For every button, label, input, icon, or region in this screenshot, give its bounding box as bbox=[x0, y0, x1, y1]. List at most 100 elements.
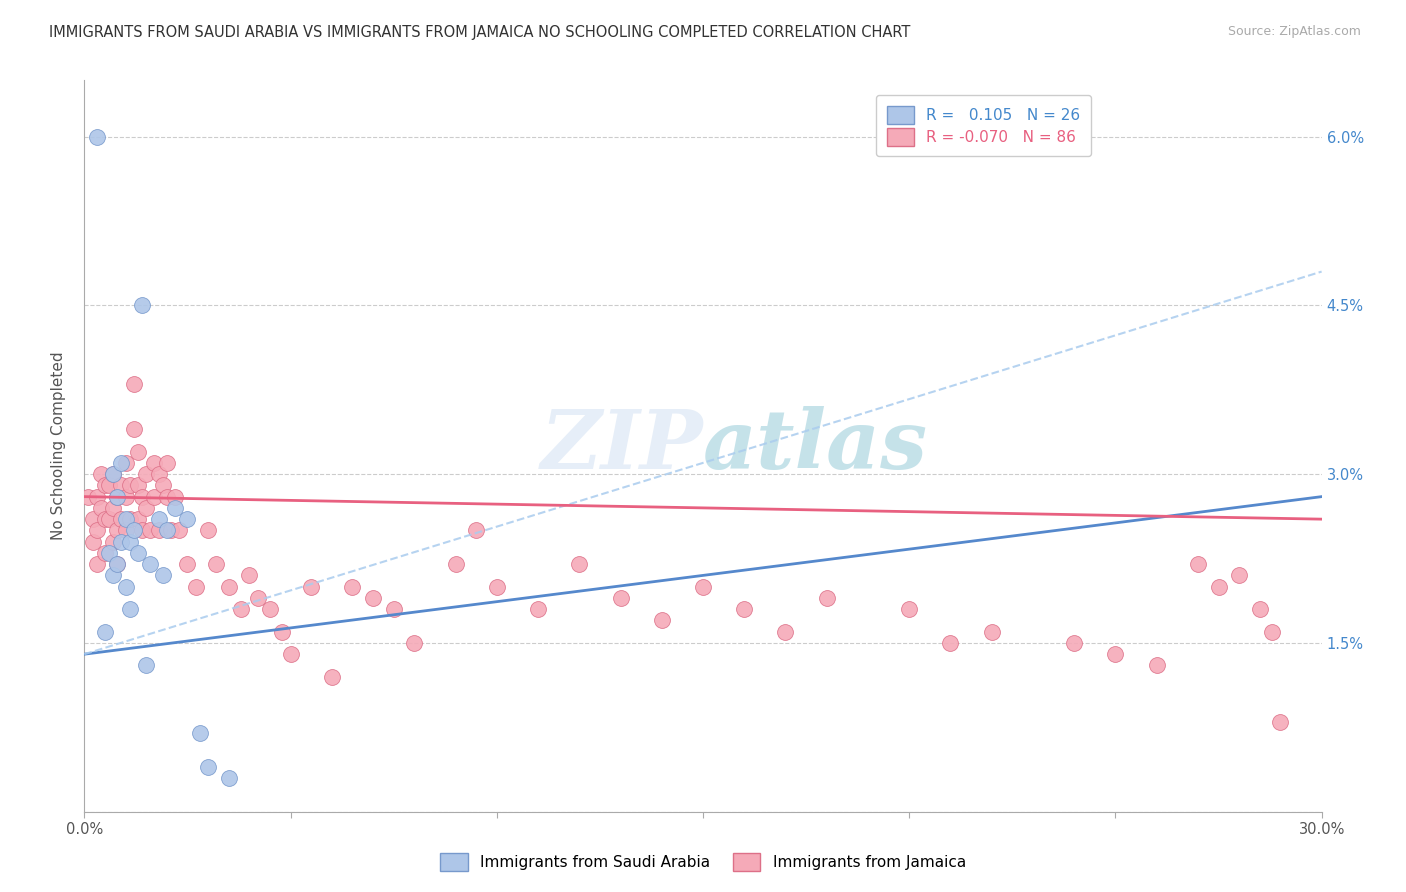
Point bbox=[165, 490, 187, 504]
Point bbox=[90, 467, 112, 482]
Point bbox=[90, 500, 112, 515]
Point bbox=[94, 512, 117, 526]
Point bbox=[197, 524, 219, 538]
Point bbox=[122, 422, 145, 436]
Text: IMMIGRANTS FROM SAUDI ARABIA VS IMMIGRANTS FROM JAMAICA NO SCHOOLING COMPLETED C: IMMIGRANTS FROM SAUDI ARABIA VS IMMIGRAN… bbox=[49, 25, 911, 40]
Point bbox=[167, 524, 190, 538]
Point bbox=[143, 456, 166, 470]
Point bbox=[156, 490, 179, 504]
Point bbox=[1270, 714, 1292, 729]
Point bbox=[1208, 580, 1230, 594]
Point bbox=[139, 524, 162, 538]
Point bbox=[105, 524, 128, 538]
Point bbox=[110, 478, 132, 492]
Point bbox=[103, 500, 125, 515]
Point bbox=[651, 614, 673, 628]
Point bbox=[118, 512, 141, 526]
Point bbox=[156, 456, 179, 470]
Point bbox=[131, 490, 153, 504]
Point bbox=[114, 512, 136, 526]
Point bbox=[103, 534, 125, 549]
Text: Source: ZipAtlas.com: Source: ZipAtlas.com bbox=[1227, 25, 1361, 38]
Point bbox=[98, 512, 121, 526]
Point bbox=[1187, 557, 1209, 571]
Point bbox=[444, 557, 467, 571]
Point bbox=[733, 602, 755, 616]
Point bbox=[465, 524, 488, 538]
Point bbox=[127, 478, 149, 492]
Point bbox=[86, 490, 108, 504]
Point bbox=[259, 602, 281, 616]
Point bbox=[568, 557, 591, 571]
Point bbox=[148, 524, 170, 538]
Point bbox=[176, 512, 198, 526]
Legend: Immigrants from Saudi Arabia, Immigrants from Jamaica: Immigrants from Saudi Arabia, Immigrants… bbox=[434, 847, 972, 877]
Point bbox=[105, 557, 128, 571]
Point bbox=[114, 524, 136, 538]
Point bbox=[184, 580, 207, 594]
Point bbox=[98, 546, 121, 560]
Point bbox=[135, 658, 157, 673]
Point bbox=[122, 377, 145, 392]
Point bbox=[188, 726, 211, 740]
Point bbox=[342, 580, 364, 594]
Point bbox=[1146, 658, 1168, 673]
Point bbox=[82, 534, 104, 549]
Point bbox=[82, 512, 104, 526]
Point bbox=[939, 636, 962, 650]
Point bbox=[94, 478, 117, 492]
Point bbox=[114, 580, 136, 594]
Point bbox=[271, 624, 294, 639]
Text: ZIP: ZIP bbox=[540, 406, 703, 486]
Point bbox=[110, 534, 132, 549]
Point bbox=[1261, 624, 1284, 639]
Point bbox=[148, 512, 170, 526]
Point bbox=[131, 524, 153, 538]
Point bbox=[775, 624, 797, 639]
Point bbox=[692, 580, 714, 594]
Point bbox=[160, 524, 183, 538]
Point bbox=[135, 500, 157, 515]
Point bbox=[1249, 602, 1271, 616]
Point bbox=[898, 602, 921, 616]
Point bbox=[218, 771, 240, 785]
Point bbox=[815, 591, 838, 605]
Point bbox=[1063, 636, 1085, 650]
Point bbox=[152, 568, 174, 582]
Point bbox=[156, 524, 179, 538]
Point bbox=[143, 490, 166, 504]
Point bbox=[229, 602, 252, 616]
Point bbox=[77, 490, 100, 504]
Point bbox=[114, 490, 136, 504]
Point bbox=[1104, 647, 1126, 661]
Point bbox=[118, 478, 141, 492]
Point bbox=[114, 456, 136, 470]
Point bbox=[197, 760, 219, 774]
Point bbox=[127, 444, 149, 458]
Point bbox=[321, 670, 343, 684]
Point bbox=[980, 624, 1002, 639]
Point bbox=[86, 557, 108, 571]
Point bbox=[86, 129, 108, 144]
Point bbox=[105, 490, 128, 504]
Point bbox=[527, 602, 550, 616]
Point bbox=[131, 298, 153, 312]
Point bbox=[218, 580, 240, 594]
Point bbox=[404, 636, 426, 650]
Point bbox=[127, 546, 149, 560]
Point bbox=[98, 478, 121, 492]
Text: atlas: atlas bbox=[703, 406, 928, 486]
Point bbox=[205, 557, 228, 571]
Point bbox=[118, 534, 141, 549]
Point bbox=[135, 467, 157, 482]
Point bbox=[176, 557, 198, 571]
Point bbox=[103, 568, 125, 582]
Point bbox=[105, 557, 128, 571]
Point bbox=[110, 456, 132, 470]
Point bbox=[299, 580, 322, 594]
Point bbox=[86, 524, 108, 538]
Point bbox=[165, 500, 187, 515]
Point bbox=[94, 546, 117, 560]
Point bbox=[246, 591, 269, 605]
Point bbox=[280, 647, 302, 661]
